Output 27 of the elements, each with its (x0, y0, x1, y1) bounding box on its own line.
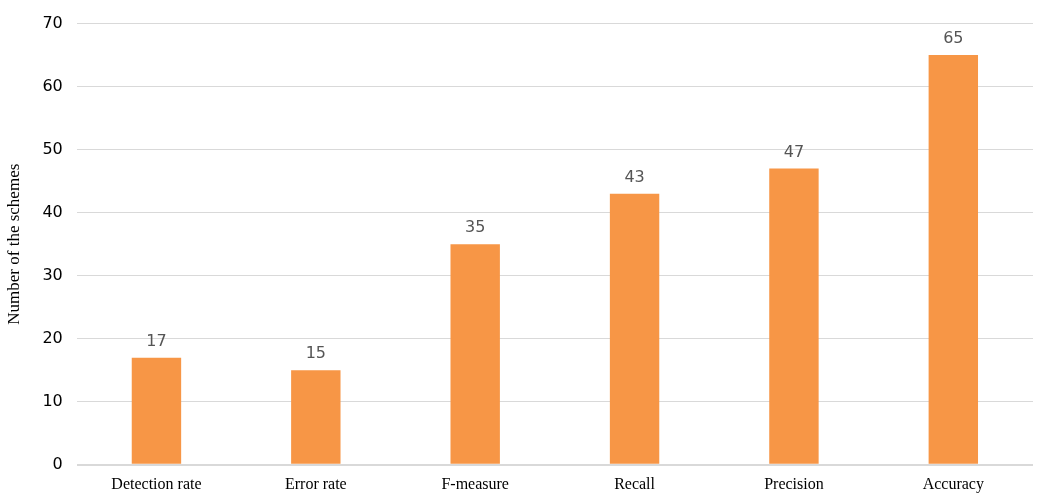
data-label: 47 (783, 141, 805, 161)
y-tick-label: 50 (42, 138, 63, 158)
bar (131, 357, 182, 464)
bar (609, 193, 660, 464)
y-axis-title: Number of the schemes (3, 163, 23, 325)
y-tick-label: 30 (42, 264, 63, 284)
x-tick-label: Precision (764, 474, 824, 492)
bar (291, 370, 341, 464)
bar (450, 244, 500, 464)
bar (928, 55, 979, 464)
x-tick-label: Detection rate (111, 474, 202, 492)
x-tick-label: F-measure (441, 474, 509, 492)
bar (769, 168, 819, 464)
y-tick-label: 60 (42, 75, 63, 95)
x-tick-label: Recall (614, 474, 656, 492)
data-label: 17 (146, 330, 167, 350)
data-label: 43 (624, 166, 645, 186)
y-tick-label: 10 (42, 390, 63, 410)
data-label: 15 (305, 343, 326, 363)
y-tick-label: 70 (42, 12, 63, 32)
y-tick-label: 40 (42, 201, 63, 221)
data-label: 35 (465, 217, 486, 237)
y-tick-label: 20 (42, 327, 63, 347)
y-tick-label: 0 (52, 453, 63, 473)
data-label: 65 (943, 28, 964, 48)
x-tick-label: Error rate (284, 474, 347, 492)
x-tick-label: Accuracy (922, 474, 984, 493)
